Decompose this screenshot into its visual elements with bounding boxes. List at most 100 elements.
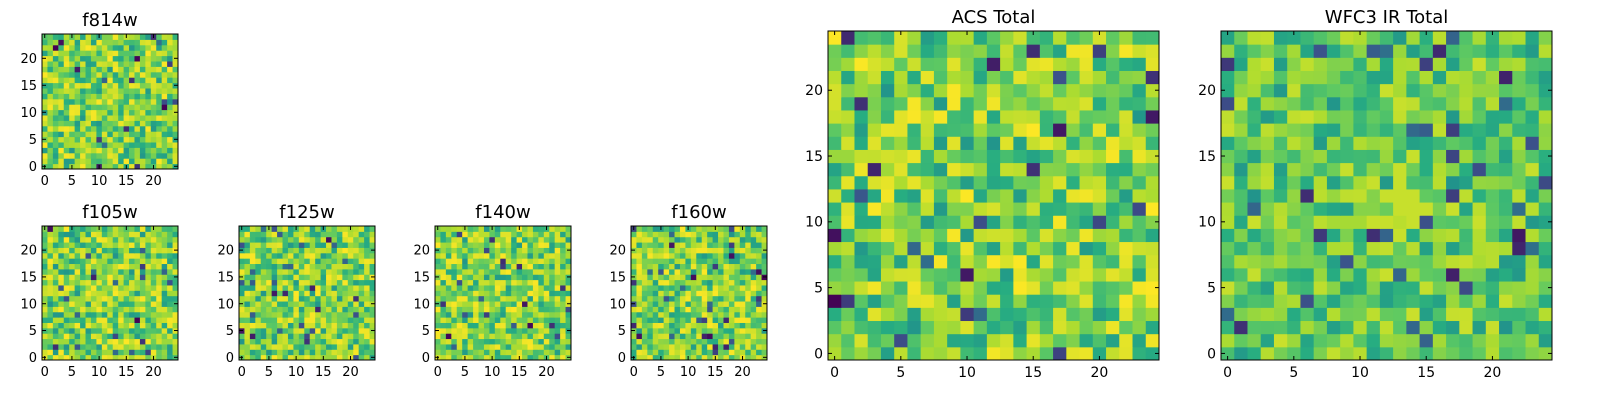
heatmap-cell [58, 120, 65, 127]
heatmap-cell [244, 231, 251, 238]
heatmap-cell [543, 247, 550, 254]
heatmap-cell [150, 279, 157, 286]
heatmap-cell [451, 226, 458, 232]
heatmap-cell [467, 311, 474, 318]
heatmap-cell [134, 343, 141, 350]
heatmap-cell [549, 322, 556, 329]
heatmap-cell [947, 188, 961, 203]
heatmap-cell [309, 338, 316, 345]
heatmap-cell [96, 274, 103, 281]
heatmap-cell [287, 301, 294, 307]
heatmap-cell [440, 284, 447, 291]
heatmap-cell [1366, 215, 1381, 229]
heatmap-cell [52, 66, 59, 73]
heatmap-cell [353, 236, 360, 243]
heatmap-cell [139, 258, 146, 265]
heatmap-cell [134, 354, 141, 361]
heatmap-cell [1512, 202, 1527, 216]
heatmap-cell [723, 317, 730, 323]
heatmap-cell [167, 125, 174, 132]
heatmap-cell [150, 327, 157, 334]
heatmap-cell [315, 274, 322, 281]
heatmap-cell [161, 120, 168, 127]
heatmap-cell [707, 301, 714, 307]
heatmap-cell [947, 215, 961, 229]
x-tick-label: 20 [145, 174, 162, 189]
heatmap-cell [47, 284, 54, 291]
heatmap-cell [293, 263, 300, 270]
heatmap-cell [172, 322, 179, 329]
heatmap-cell [560, 306, 567, 313]
heatmap-cell [1260, 57, 1275, 71]
heatmap-cell [543, 268, 550, 275]
heatmap-cell [260, 252, 267, 259]
heatmap-cell [456, 343, 463, 350]
heatmap-cell [690, 311, 697, 318]
heatmap-cell [1406, 228, 1421, 243]
heatmap-cell [1446, 333, 1460, 348]
heatmap-cell [107, 306, 114, 313]
heatmap-cell [933, 333, 948, 348]
heatmap-cell [549, 306, 556, 313]
heatmap-cell [1419, 294, 1434, 308]
heatmap-cell [500, 343, 507, 350]
heatmap-cell [1145, 333, 1160, 348]
heatmap-cell [150, 311, 157, 318]
heatmap-cell [1013, 215, 1028, 229]
heatmap-cell [445, 279, 452, 286]
heatmap-cell [549, 317, 556, 323]
heatmap-cell [701, 306, 708, 313]
heatmap-cell [1300, 281, 1315, 295]
heatmap-cell [1260, 254, 1275, 269]
heatmap-cell [1247, 175, 1262, 190]
heatmap-cell [696, 263, 703, 270]
heatmap-cell [761, 252, 768, 259]
heatmap-cell [473, 338, 480, 345]
heatmap-cell [255, 231, 262, 238]
heatmap-cell [1512, 96, 1527, 111]
heatmap-cell [1053, 307, 1067, 322]
heatmap-cell [641, 343, 648, 350]
heatmap-cell [1300, 254, 1315, 269]
heatmap-cell [841, 241, 855, 256]
heatmap-cell [1525, 215, 1540, 229]
heatmap-cell [326, 226, 332, 232]
heatmap-cell [58, 55, 65, 62]
heatmap-cell [304, 349, 311, 356]
heatmap-cell [728, 343, 735, 350]
heatmap-cell [134, 136, 141, 143]
heatmap-cell [1446, 346, 1460, 361]
heatmap-cell [973, 96, 988, 111]
heatmap-cell [287, 338, 294, 345]
heatmap-cell [516, 274, 523, 281]
heatmap-cell [543, 279, 550, 286]
heatmap-cell [112, 104, 119, 111]
heatmap-cell [756, 354, 763, 361]
heatmap-cell [690, 295, 697, 302]
heatmap-cell [282, 290, 289, 297]
heatmap-cell [172, 284, 179, 291]
heatmap-cell [249, 274, 256, 281]
heatmap-cell [69, 82, 76, 89]
heatmap-cell [336, 333, 343, 340]
heatmap-cell [156, 263, 163, 270]
heatmap-cell [90, 290, 97, 297]
heatmap-cell [90, 354, 97, 361]
heatmap-cell [718, 333, 724, 340]
heatmap-cell [828, 241, 842, 256]
heatmap-cell [1432, 70, 1447, 85]
heatmap-cell [96, 231, 103, 238]
heatmap-cell [647, 349, 654, 356]
heatmap-cell [139, 158, 146, 165]
heatmap-cell [986, 241, 1001, 256]
heatmap-cell [80, 142, 87, 148]
heatmap-cell [42, 349, 48, 356]
heatmap-cell [134, 82, 141, 89]
heatmap-cell [1066, 175, 1081, 190]
heatmap-cell [320, 290, 327, 297]
heatmap-cell [139, 61, 146, 67]
heatmap-cell [129, 61, 135, 67]
heatmap-cell [167, 163, 174, 170]
heatmap-cell [282, 247, 289, 254]
heatmap-cell [1106, 228, 1120, 243]
